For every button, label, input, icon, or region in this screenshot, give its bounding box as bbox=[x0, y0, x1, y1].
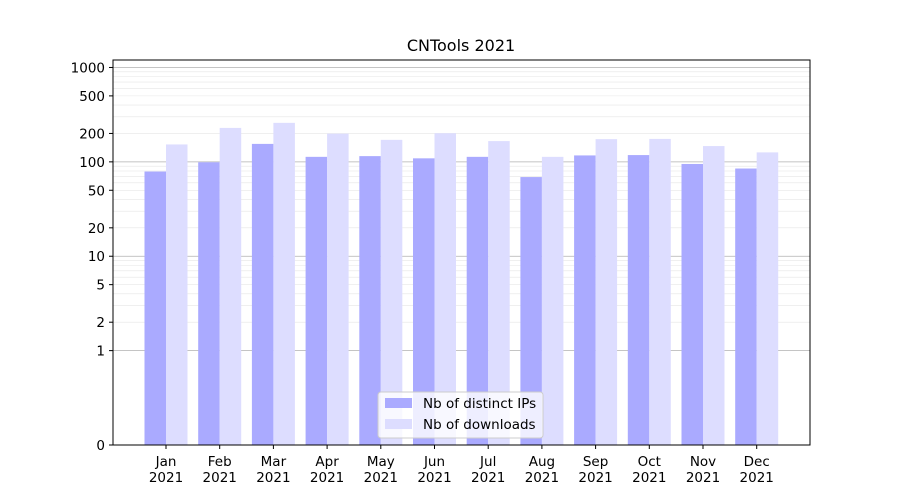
bar-downloads bbox=[703, 146, 725, 446]
bar-distinct-ips bbox=[251, 143, 274, 445]
bar-distinct-ips bbox=[359, 156, 381, 446]
y-tick-label: 1000 bbox=[71, 60, 105, 76]
legend-swatch-distinct-ips bbox=[385, 398, 412, 408]
x-tick-label: Mar 2021 bbox=[256, 454, 290, 486]
bar-downloads bbox=[219, 127, 242, 445]
bar-distinct-ips bbox=[305, 156, 328, 445]
bar-downloads bbox=[166, 144, 188, 445]
x-tick-label: Feb 2021 bbox=[203, 454, 237, 486]
y-tick-label: 50 bbox=[88, 183, 105, 199]
x-tick-label: Jul 2021 bbox=[471, 454, 505, 486]
y-tick-label: 200 bbox=[79, 126, 105, 142]
bar-downloads bbox=[595, 139, 618, 446]
bar-downloads bbox=[541, 156, 564, 445]
x-tick-label: Jan 2021 bbox=[149, 454, 183, 486]
plot-area-frame bbox=[112, 59, 811, 446]
bar-distinct-ips bbox=[681, 163, 703, 445]
bar-downloads bbox=[756, 152, 779, 445]
x-tick-label: Dec 2021 bbox=[740, 454, 774, 486]
bar-downloads bbox=[649, 138, 671, 445]
bar-downloads bbox=[327, 133, 349, 445]
x-tick-label: May 2021 bbox=[364, 454, 398, 486]
bar-downloads bbox=[488, 141, 510, 446]
x-axis: Jan 2021 Feb 2021 Mar 2021 Apr 2021 May 2021 Jun 20… bbox=[149, 445, 774, 486]
y-tick-label: 5 bbox=[96, 278, 105, 294]
bars bbox=[144, 122, 779, 446]
x-tick-label: Jun 2021 bbox=[417, 454, 451, 486]
bar-distinct-ips bbox=[466, 156, 489, 445]
x-tick-label: Apr 2021 bbox=[310, 454, 344, 486]
legend: Nb of distinct IPs Nb of downloads bbox=[377, 391, 544, 439]
bar-distinct-ips bbox=[627, 155, 650, 445]
bar-distinct-ips bbox=[520, 177, 542, 445]
y-tick-label: 2 bbox=[96, 315, 105, 331]
bar-downloads bbox=[434, 133, 456, 446]
chart-title: CNTools 2021 bbox=[407, 36, 515, 55]
bar-downloads bbox=[273, 122, 295, 445]
bar-downloads bbox=[380, 139, 403, 445]
x-tick-label: Sep 2021 bbox=[578, 454, 612, 486]
bar-distinct-ips bbox=[735, 168, 757, 445]
y-tick-label: 100 bbox=[79, 155, 105, 171]
y-tick-label: 20 bbox=[88, 221, 105, 237]
bar-distinct-ips bbox=[574, 155, 596, 446]
legend-swatch-downloads bbox=[385, 419, 412, 429]
legend-label-downloads: Nb of downloads bbox=[423, 417, 536, 433]
x-tick-label: Oct 2021 bbox=[632, 454, 666, 486]
y-tick-label: 1 bbox=[96, 344, 105, 360]
y-tick-label: 500 bbox=[79, 89, 105, 105]
y-tick-label: 0 bbox=[96, 438, 105, 454]
legend-label-distinct-ips: Nb of distinct IPs bbox=[423, 396, 536, 412]
bar-distinct-ips bbox=[413, 158, 435, 445]
legend-box bbox=[377, 391, 544, 439]
x-tick-label: Nov 2021 bbox=[686, 454, 720, 486]
bar-distinct-ips bbox=[198, 162, 220, 445]
y-tick-label: 10 bbox=[88, 249, 105, 265]
x-tick-label: Aug 2021 bbox=[525, 454, 559, 486]
y-axis: 0 1 2 5 10 20 50 100 200 500 1000 bbox=[71, 60, 113, 454]
bar-distinct-ips bbox=[144, 171, 166, 445]
